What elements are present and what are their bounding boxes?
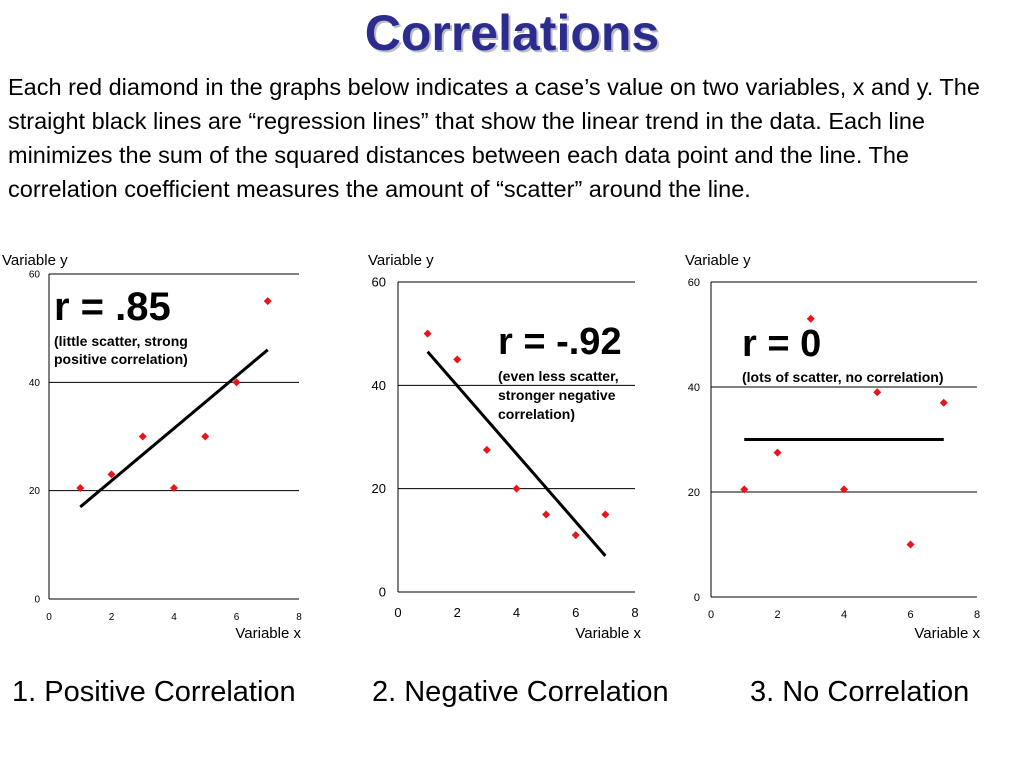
x-tick-label: 8 bbox=[974, 609, 980, 621]
x-tick-label: 4 bbox=[171, 612, 177, 623]
data-point bbox=[542, 510, 551, 519]
data-point bbox=[170, 483, 178, 492]
y-tick-label: 20 bbox=[29, 486, 41, 497]
x-tick-label: 6 bbox=[234, 612, 240, 623]
x-tick-label: 4 bbox=[841, 609, 847, 621]
x-tick-label: 8 bbox=[631, 605, 638, 620]
data-point bbox=[423, 329, 432, 338]
data-point bbox=[740, 485, 749, 494]
data-point bbox=[873, 388, 882, 397]
correlation-note: (lots of scatter, no correlation) bbox=[742, 369, 943, 385]
page-title: Correlations bbox=[364, 5, 660, 61]
data-point bbox=[453, 355, 462, 364]
correlation-coefficient-label: r = -.92 bbox=[498, 321, 622, 363]
data-point bbox=[571, 531, 580, 540]
x-tick-label: 2 bbox=[109, 612, 115, 623]
regression-line bbox=[426, 350, 607, 557]
data-point bbox=[76, 483, 85, 492]
y-tick-label: 20 bbox=[372, 481, 386, 496]
y-axis-title: Variable y bbox=[685, 252, 751, 269]
regression-line bbox=[79, 348, 269, 509]
y-tick-label: 0 bbox=[379, 585, 386, 600]
data-point bbox=[840, 485, 848, 494]
y-tick-label: 40 bbox=[372, 378, 386, 393]
caption-none: 3. No Correlation bbox=[750, 676, 970, 708]
chart-positive-correlation: Variable y Variable x 0 20 40 60 0 2 4 6 8 r = .85 (… bbox=[2, 252, 302, 642]
y-tick-label: 60 bbox=[372, 275, 386, 290]
data-point bbox=[263, 297, 272, 306]
correlation-coefficient-label: r = 0 bbox=[742, 323, 821, 365]
correlation-note: stronger negative bbox=[498, 387, 616, 403]
x-tick-label: 0 bbox=[394, 605, 401, 620]
correlation-note: (little scatter, strong bbox=[54, 333, 188, 349]
x-tick-label: 2 bbox=[774, 609, 780, 621]
data-point bbox=[512, 484, 521, 493]
y-tick-label: 60 bbox=[688, 277, 700, 289]
y-tick-label: 40 bbox=[29, 378, 41, 389]
y-tick-label: 60 bbox=[29, 270, 41, 281]
data-point bbox=[906, 540, 915, 549]
data-point bbox=[138, 432, 147, 441]
data-point bbox=[482, 445, 491, 454]
x-tick-label: 2 bbox=[454, 605, 461, 620]
data-point bbox=[107, 470, 116, 479]
x-tick-label: 0 bbox=[708, 609, 714, 621]
x-axis-title: Variable x bbox=[914, 625, 980, 642]
correlation-coefficient-label: r = .85 bbox=[54, 285, 171, 329]
data-point bbox=[806, 314, 815, 323]
x-tick-label: 4 bbox=[513, 605, 520, 620]
x-tick-label: 6 bbox=[572, 605, 579, 620]
data-point bbox=[201, 432, 210, 441]
caption-positive: 1. Positive Correlation bbox=[12, 676, 296, 708]
caption-negative: 2. Negative Correlation bbox=[372, 676, 669, 708]
data-point bbox=[939, 398, 948, 407]
y-tick-label: 40 bbox=[688, 382, 700, 394]
intro-paragraph: Each red diamond in the graphs below ind… bbox=[8, 74, 980, 202]
y-axis-title: Variable y bbox=[368, 252, 434, 269]
chart-no-correlation: Variable y Variable x 0 20 40 60 0 2 4 6 8 r = 0 (lo… bbox=[685, 252, 980, 642]
y-axis-title: Variable y bbox=[2, 252, 68, 269]
correlation-note: (even less scatter, bbox=[498, 368, 619, 384]
correlation-note: correlation) bbox=[498, 406, 575, 422]
x-axis-title: Variable x bbox=[575, 625, 641, 642]
data-point bbox=[232, 378, 241, 387]
y-tick-label: 20 bbox=[688, 487, 700, 499]
x-tick-label: 6 bbox=[907, 609, 913, 621]
x-tick-label: 8 bbox=[296, 612, 302, 623]
data-point bbox=[601, 510, 610, 519]
correlation-note: positive correlation) bbox=[54, 351, 188, 367]
y-tick-label: 0 bbox=[34, 595, 40, 606]
y-tick-label: 0 bbox=[694, 592, 700, 604]
chart-negative-correlation: Variable y Variable x 0 20 40 60 0 2 4 6 8 r = -.92… bbox=[368, 252, 641, 642]
x-axis-title: Variable x bbox=[235, 625, 301, 642]
data-point bbox=[773, 448, 782, 457]
x-tick-label: 0 bbox=[46, 612, 52, 623]
